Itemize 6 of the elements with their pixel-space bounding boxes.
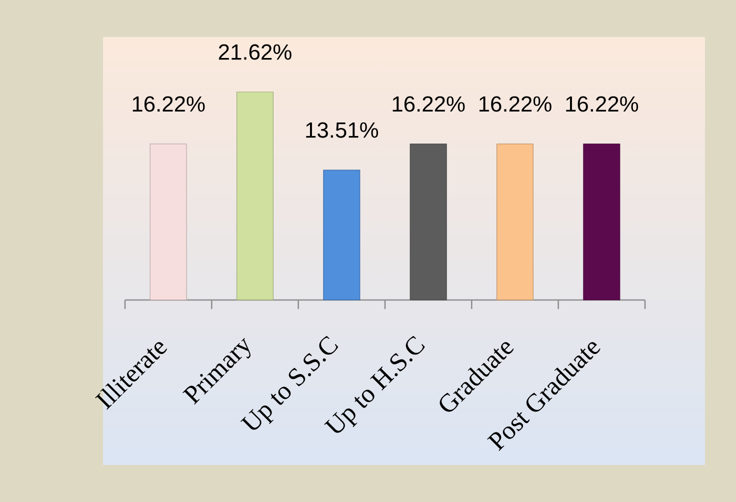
data-label: 16.22% <box>132 96 205 112</box>
data-label: 16.22% <box>566 96 638 112</box>
data-label: 16.22% <box>480 96 552 112</box>
data-label: 13.51% <box>306 122 378 138</box>
data-label: 16.22% <box>392 96 465 112</box>
data-label: 21.62% <box>218 44 292 60</box>
